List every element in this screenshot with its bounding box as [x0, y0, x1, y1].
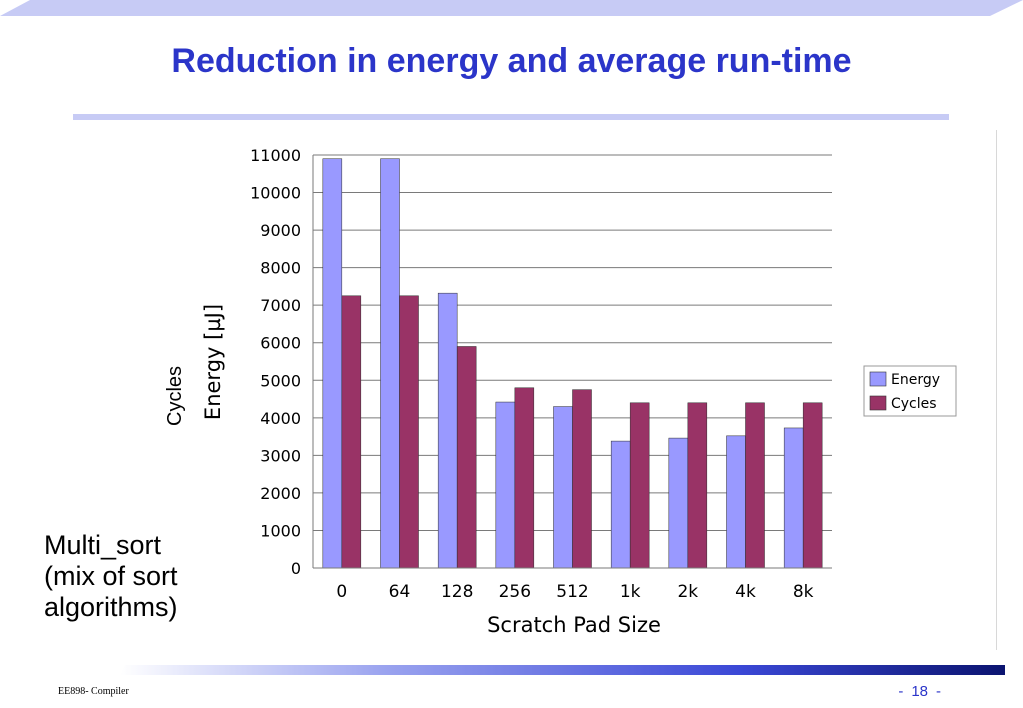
- footer-decor-bar: [120, 665, 1005, 675]
- bar-cycles: [802, 402, 823, 569]
- title-rule: [73, 114, 949, 120]
- x-tick-label: 512: [556, 582, 588, 602]
- x-tick-label: 8k: [793, 582, 814, 602]
- bar-cycles: [687, 402, 708, 569]
- y-tick-label: 1000: [260, 521, 301, 540]
- bar-energy: [322, 158, 343, 569]
- y-tick-label: 5000: [260, 371, 301, 390]
- top-decor-band: [0, 0, 1023, 16]
- x-tick-label: 64: [389, 582, 411, 602]
- x-tick-label: 0: [336, 582, 347, 602]
- bar-energy: [553, 406, 573, 569]
- bar-cycles: [399, 295, 419, 569]
- y-tick-label: 8000: [260, 259, 301, 278]
- note-line: (mix of sort: [44, 561, 178, 591]
- footer-dash-left: -: [898, 683, 904, 700]
- bar-cycles: [341, 295, 362, 569]
- y-tick-label: 3000: [260, 446, 301, 465]
- bar-cycles: [629, 402, 650, 569]
- x-tick-label: 4k: [735, 582, 756, 602]
- legend-swatch-energy: [869, 371, 887, 387]
- page-number: 18: [911, 683, 928, 700]
- bar-chart: 0 1000 2000 3000 4000 5000 6000 7000 8000 9000 100…: [164, 146, 957, 637]
- footer-dash-right: -: [936, 683, 941, 700]
- y-tick-labels: 0 1000 2000 3000 4000 5000 6000 7000 8000 9000 100…: [250, 146, 301, 578]
- x-tick-label: 2k: [677, 582, 698, 602]
- bars: [322, 158, 823, 569]
- x-tick-labels: 0 64 128 256 512 1k 2k 4k 8k: [336, 582, 813, 602]
- legend-label-cycles: Cycles: [891, 396, 937, 412]
- y-tick-label: 7000: [260, 296, 301, 315]
- y-tick-label: 9000: [260, 221, 301, 240]
- y-tick-label: 4000: [260, 409, 301, 428]
- bar-energy: [668, 437, 689, 569]
- slide-title: Reduction in energy and average run-time: [171, 42, 852, 80]
- y-axis-label: Energy [µJ]: [201, 304, 225, 420]
- y-axis-label-secondary: Cycles: [164, 366, 186, 426]
- y-tick-label: 2000: [260, 484, 301, 503]
- bar-cycles: [514, 387, 535, 569]
- page-number-label: -18-: [894, 683, 945, 700]
- x-tick-label: 256: [499, 582, 531, 602]
- bar-energy: [610, 440, 631, 569]
- slide-note: Multi_sort (mix of sort algorithms): [44, 530, 234, 623]
- note-line: algorithms): [44, 592, 178, 622]
- y-tick-label: 11000: [250, 146, 301, 165]
- bar-energy: [726, 435, 746, 569]
- bar-energy: [437, 292, 458, 569]
- chart-legend: Energy Cycles: [863, 365, 957, 417]
- bar-cycles: [745, 402, 765, 569]
- bar-cycles: [456, 346, 477, 569]
- axes: [312, 155, 832, 569]
- bar-energy: [380, 158, 400, 569]
- x-axis-label: Scratch Pad Size: [487, 613, 661, 637]
- bar-energy: [495, 401, 516, 569]
- y-tick-label: 0: [291, 559, 301, 578]
- legend-swatch-cycles: [869, 395, 887, 411]
- bar-energy: [783, 427, 804, 569]
- x-tick-label: 1k: [620, 582, 641, 602]
- legend-label-energy: Energy: [891, 372, 940, 388]
- y-tick-label: 10000: [250, 184, 301, 203]
- bar-cycles: [572, 389, 592, 569]
- y-tick-label: 6000: [260, 334, 301, 353]
- footer-course-label: EE898- Compiler: [58, 686, 129, 697]
- chart-frame-edge: [996, 130, 997, 650]
- x-tick-label: 128: [441, 582, 473, 602]
- note-line: Multi_sort: [44, 530, 162, 560]
